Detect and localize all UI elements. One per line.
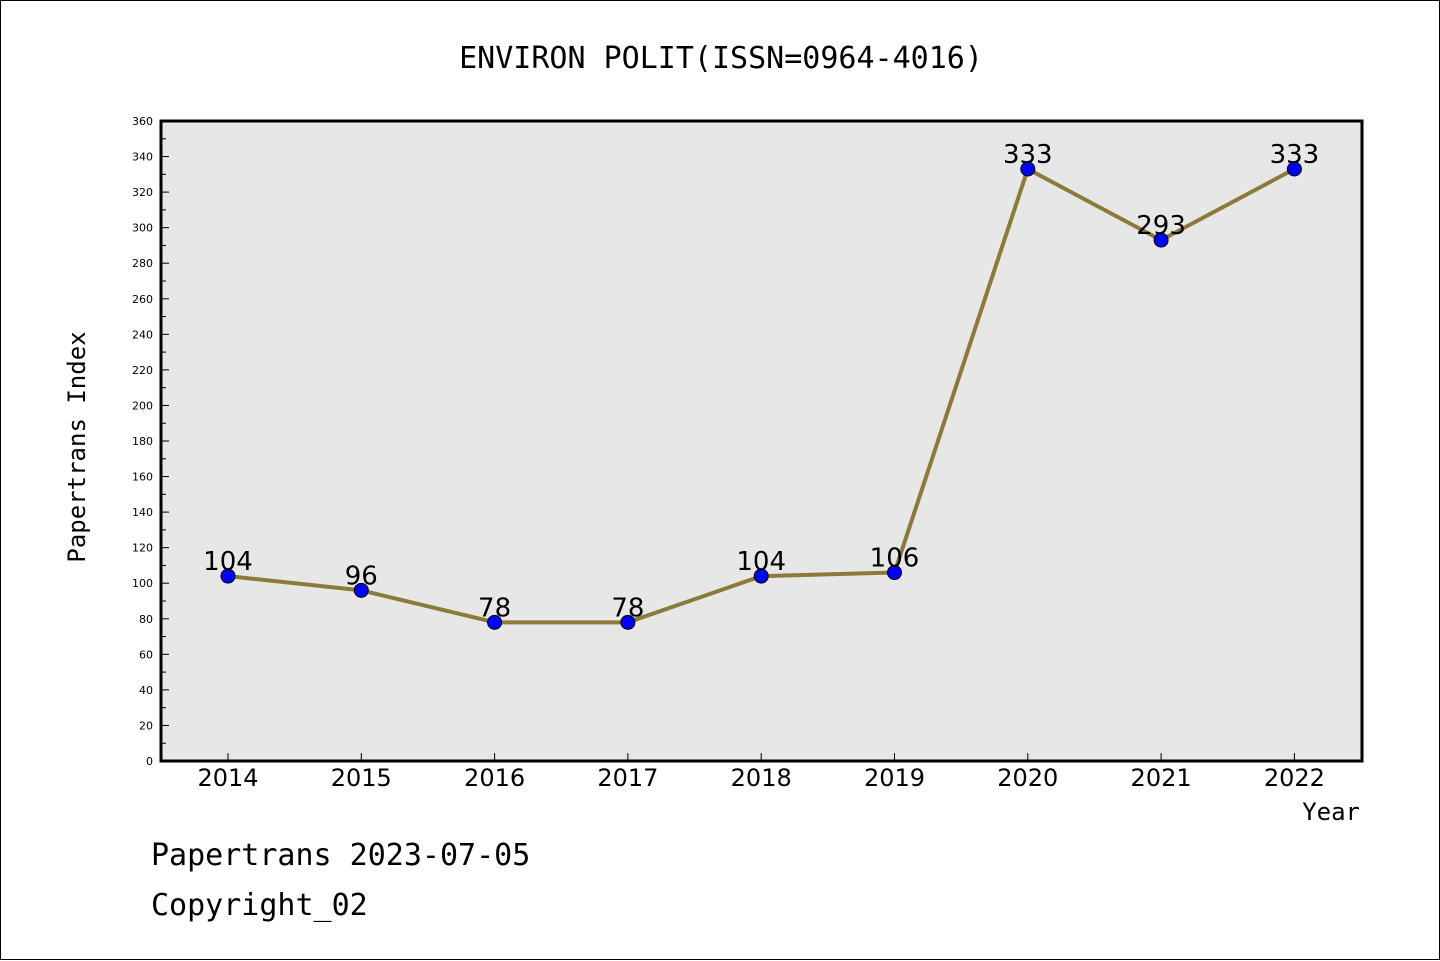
y-tick-label: 60 [139,648,153,661]
data-point [353,582,369,598]
y-tick-label: 260 [132,293,153,306]
y-tick-label: 100 [132,577,153,590]
x-axis-label: Year [1302,798,1360,826]
data-label: 333 [1270,140,1320,170]
x-tick-label: 2018 [731,764,792,792]
y-tick-label: 0 [146,755,153,768]
x-tick-label: 2014 [197,764,258,792]
y-tick-label: 240 [132,328,153,341]
x-tick-label: 2016 [464,764,525,792]
plot-area [161,121,1362,761]
data-label: 78 [478,593,511,623]
data-point [1286,161,1302,177]
y-tick-label: 340 [132,151,153,164]
data-label: 104 [203,547,253,577]
y-tick-label: 160 [132,471,153,484]
data-point [1020,161,1036,177]
x-tick-label: 2022 [1264,764,1325,792]
x-tick-label: 2021 [1131,764,1192,792]
data-label: 333 [1003,140,1053,170]
data-label: 293 [1136,211,1186,241]
x-axis: 2014 2015 2016 2017 2018 2019 2020 2021 2022 [197,753,1325,792]
data-label: 104 [736,547,786,577]
data-point [753,568,769,584]
data-point [220,568,236,584]
y-axis-label: Papertrans Index [63,331,91,562]
data-point [887,565,902,581]
data-label: 96 [345,561,378,591]
x-tick-label: 2019 [864,764,925,792]
y-tick-label: 200 [132,399,153,412]
y-tick-label: 80 [139,613,153,626]
x-tick-label: 2017 [597,764,658,792]
y-tick-label: 20 [139,719,153,732]
footer-date: Papertrans 2023-07-05 [151,838,530,873]
y-tick-label: 320 [132,186,153,199]
data-label: 78 [611,593,644,623]
y-tick-label: 280 [132,257,153,270]
data-point [487,614,503,630]
x-tick-label: 2020 [997,764,1058,792]
y-tick-label: 300 [132,222,153,235]
footer-copyright: Copyright_02 [151,888,368,923]
data-label: 106 [870,544,920,574]
data-point [620,614,636,630]
data-labels: 104 96 78 78 104 106 333 293 333 [203,140,1319,623]
plot-border [159,119,1364,763]
x-tick-label: 2015 [331,764,392,792]
y-tick-label: 120 [132,542,153,555]
y-tick-label: 180 [132,435,153,448]
chart-title: ENVIRON POLIT(ISSN=0964-4016) [459,41,983,76]
data-points [220,161,1302,630]
y-tick-label: 360 [132,115,153,128]
y-tick-label: 40 [139,684,153,697]
y-tick-label: 140 [132,506,153,519]
y-tick-label: 220 [132,364,153,377]
data-point [1153,232,1169,248]
